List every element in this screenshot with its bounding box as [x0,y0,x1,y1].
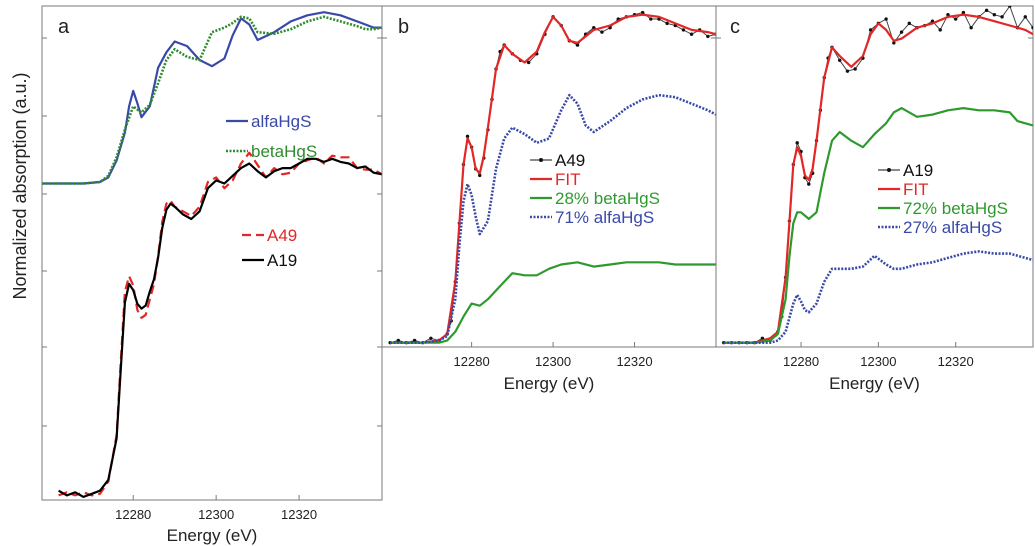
data-point [907,21,911,26]
data-point [946,12,950,17]
x-tick-label: 12280 [783,354,819,369]
series-line-27-alfahgs [723,250,1033,345]
data-point [640,10,645,15]
x-axis-label: Energy (eV) [167,526,258,545]
data-point [681,28,686,32]
legend-label: FIT [903,180,929,199]
legend-label: alfaHgS [251,112,311,131]
legend-label: A49 [555,151,585,170]
data-point [807,182,811,186]
data-point [938,28,942,32]
legend-label: 28% betaHgS [555,189,660,208]
x-tick-label: 12320 [616,354,652,369]
data-point [575,43,580,47]
data-point [465,134,470,139]
plot-area [42,11,382,498]
panel-letter: b [398,16,409,38]
data-point [1031,26,1033,30]
data-point [845,69,850,73]
legend-label: A19 [903,161,933,180]
series-line-72-betahgs [723,106,1033,344]
series-line-28-betahgs [390,261,716,344]
plot-area [722,6,1033,345]
panel-letter: a [58,16,70,38]
data-point [608,26,612,30]
series-line-a49 [58,151,382,497]
x-tick-label: 12300 [535,354,571,369]
x-tick-label: 12300 [198,507,234,522]
data-point [600,30,604,34]
data-point [953,17,958,21]
series-line-a19 [58,157,382,498]
x-axis-label: Energy (eV) [829,374,920,393]
data-point [689,32,694,36]
data-point [1000,15,1004,19]
data-point [899,30,904,34]
series-line-a19 [723,6,1033,344]
data-point [795,141,799,145]
data-point [412,338,417,343]
data-point [992,12,997,17]
legend-marker [539,158,543,162]
data-point [649,17,653,21]
data-point [969,26,973,30]
x-tick-label: 12280 [115,507,151,522]
legend-marker [887,168,891,172]
data-point [1008,6,1012,8]
data-point [961,10,966,15]
legend-label: FIT [555,170,581,189]
series-line-fit [390,13,716,344]
y-axis-label: Normalized absorption (a.u.) [10,72,30,299]
data-point [478,173,482,178]
legend-label: A49 [267,226,297,245]
plot-frame [715,5,1034,348]
plot-area [388,10,716,345]
series-line-71-alfahgs [390,93,716,345]
plot-frame [381,5,717,348]
data-point [706,34,710,39]
data-point [984,8,989,13]
legend-label: betaHgS [251,142,317,161]
data-point [429,336,433,341]
data-point [396,338,400,343]
data-point [665,21,669,26]
legend: alfaHgS betaHgS A49 A19 [226,112,317,270]
data-point [868,28,873,32]
x-tick-label: 12320 [281,507,317,522]
series-line-a49 [389,12,716,344]
series-line-fit [723,13,1033,344]
legend-label: A19 [267,251,297,270]
x-tick-label: 12300 [860,354,896,369]
legend-label: 71% alfaHgS [555,208,654,227]
plot-frame [41,5,383,501]
data-point [1023,15,1027,19]
panel-a: 12280 12300 12320 Energy (eV) a alfaHgS betaHg… [41,5,383,545]
data-point [838,58,842,62]
x-axis-label: Energy (eV) [504,374,595,393]
data-point [853,67,857,71]
legend-label: 27% alfaHgS [903,218,1002,237]
data-point [884,17,888,21]
x-tick-label: 12280 [454,354,490,369]
x-tick-label: 12320 [938,354,974,369]
panel-letter: c [730,16,740,38]
data-point [526,60,531,65]
panels-container: 12280 12300 12320 Energy (eV) a alfaHgS betaHg… [41,5,1034,545]
legend-label: 72% betaHgS [903,199,1008,218]
data-point [892,41,896,45]
